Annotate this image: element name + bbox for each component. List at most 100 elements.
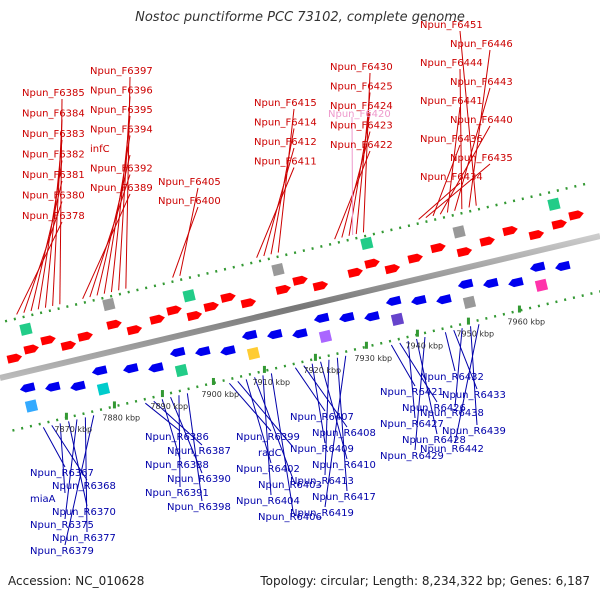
highlighted-gene-label: Npun_F6420 [328,109,391,120]
forward-gene [240,298,257,309]
forward-leader-line [362,72,371,233]
reverse-gene [241,329,261,361]
forward-leader-line [355,92,371,235]
forward-gene [126,325,143,336]
reverse-gene-arrow [385,295,402,306]
reverse-leader-line [64,419,78,520]
forward-gene-arrow [40,335,56,346]
forward-gene-block [182,289,196,303]
forward-leader-line [179,187,199,276]
reverse-gene [70,380,86,391]
forward-leader-line [125,76,131,289]
forward-leader-line [270,128,295,255]
forward-gene-label: Npun_F6412 [254,137,317,148]
scale-tick-mark [517,305,521,313]
reverse-gene-label: Npun_R6417 [312,492,376,503]
reverse-gene-label: Npun_R6429 [380,451,444,462]
reverse-leader-line [416,338,438,435]
forward-leader-line [59,98,63,305]
forward-gene [407,253,423,264]
reverse-gene-arrow [45,381,61,392]
reverse-leader-line [324,355,347,508]
reverse-gene-label: Npun_R6403 [258,480,322,491]
reverse-gene-arrow [19,382,36,393]
forward-gene-label: Npun_F6395 [90,105,153,116]
forward-gene-label: Npun_F6381 [22,170,85,181]
forward-gene [347,267,363,278]
reverse-gene [45,381,61,392]
forward-gene-label: Npun_F6422 [330,140,393,151]
forward-gene-label: Npun_F6415 [254,98,317,109]
reverse-gene [267,329,283,340]
reverse-gene-arrow [169,346,186,357]
scale-tick-label: 7960 kbp [507,318,545,327]
scale-tick-label: 7880 kbp [102,413,140,422]
reverse-gene-label: Npun_R6402 [236,464,300,475]
reverse-leader-line [145,402,181,432]
reverse-leader-line [84,417,88,533]
forward-gene-arrow [149,314,165,325]
reverse-gene-label: Npun_R6439 [442,426,506,437]
scale-tick-label: 7930 kbp [354,354,392,363]
forward-gene [40,335,56,346]
reverse-gene [123,363,139,374]
forward-leader-line [263,147,295,257]
forward-gene [384,264,401,275]
reverse-gene-arrow [220,345,236,356]
forward-gene-arrow [203,301,219,312]
reverse-gene-block [246,346,261,361]
reverse-gene-arrow [508,277,524,288]
forward-gene-label: infC [90,144,110,155]
forward-gene-label: Npun_F6451 [420,20,483,31]
reverse-leader-line [228,382,272,432]
reverse-gene-label: Npun_R6367 [30,468,94,479]
forward-gene-arrow [312,281,329,292]
forward-gene-arrow [186,310,203,322]
forward-gene-block [271,262,285,277]
reverse-gene [436,294,452,305]
scale-tick-mark [415,329,419,337]
reverse-gene [91,365,111,396]
reverse-gene-label: Npun_R6438 [420,408,484,419]
forward-gene-label: Npun_F6394 [90,125,153,136]
reverse-leader-line [68,421,88,507]
forward-gene-label: Npun_F6397 [90,66,153,77]
reverse-gene-label: Npun_R6391 [145,488,209,499]
forward-gene [60,340,77,351]
forward-gene-arrow [479,236,495,247]
forward-gene-arrow [126,325,143,336]
forward-gene-label: Npun_F6405 [158,177,221,188]
scale-tick-mark [262,365,266,373]
forward-gene-label: Npun_F6440 [450,115,513,126]
reverse-gene-arrow [364,311,380,322]
scale-tick-mark [313,353,317,361]
reverse-gene [169,346,189,378]
reverse-gene [339,311,355,323]
scale-tick-mark [112,401,116,409]
reverse-gene-label: Npun_R6409 [290,444,354,455]
forward-gene-block [360,236,374,251]
reverse-leader-line [407,340,416,419]
reverse-gene-label: Npun_R6368 [52,481,116,492]
forward-gene-arrow [430,243,446,254]
reverse-gene-arrow [411,294,427,306]
forward-gene-label: Npun_F6396 [90,86,153,97]
reverse-gene-label: Npun_R6404 [236,496,300,507]
reverse-leader-line [324,359,330,476]
reverse-gene-arrow [241,329,258,340]
forward-gene-label: Npun_F6384 [22,109,85,120]
forward-leader-line [256,167,295,258]
forward-gene-label: Npun_F6430 [330,62,393,73]
reverse-leader-line [320,361,348,460]
forward-gene [271,262,291,295]
genome-title: Nostoc punctiforme PCC 73102, complete g… [135,10,465,25]
forward-leader-line [96,154,131,296]
scale-tick-mark [466,317,470,325]
reverse-leader-line [444,332,456,372]
reverse-gene-label: Npun_R6413 [290,476,354,487]
forward-gene [149,314,165,325]
forward-gene [19,322,39,355]
forward-leader-line [446,106,461,213]
reverse-gene-label: Npun_R6406 [258,512,322,523]
